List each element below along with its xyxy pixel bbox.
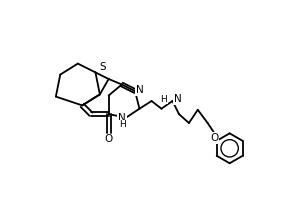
- Text: H: H: [160, 95, 167, 104]
- Text: N: N: [118, 113, 126, 123]
- Text: O: O: [210, 133, 218, 143]
- Text: H: H: [119, 120, 126, 129]
- Text: N: N: [136, 85, 143, 95]
- Text: S: S: [99, 62, 106, 72]
- Text: N: N: [173, 94, 181, 104]
- Text: O: O: [104, 134, 113, 144]
